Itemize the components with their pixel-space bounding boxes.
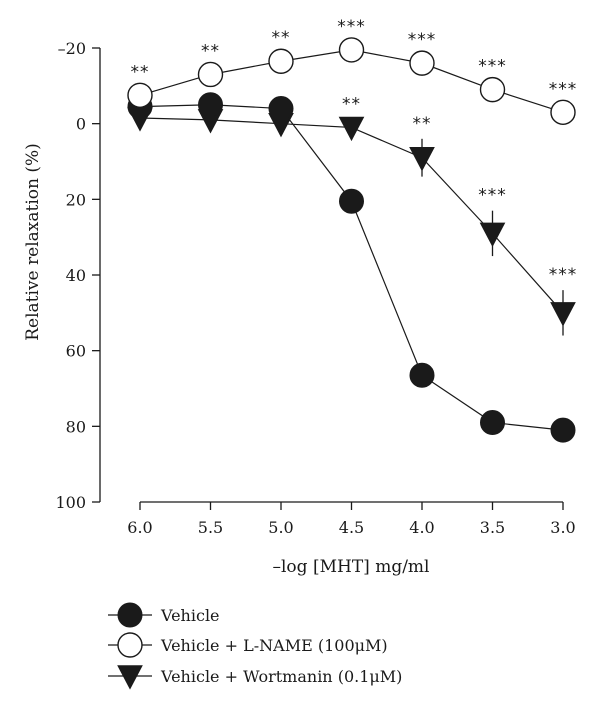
legend: Vehicle Vehicle + L-NAME (100μM) Vehicle +… — [108, 602, 402, 690]
x-tick-label: 4.0 — [409, 518, 434, 537]
data-point — [338, 116, 365, 142]
series-line — [139, 117, 564, 314]
legend-item-2: Vehicle + L-NAME (100μM) — [108, 632, 388, 658]
x-tick-label: 4.5 — [339, 518, 364, 537]
y-tick-label: 100 — [55, 493, 86, 512]
data-point — [268, 96, 294, 122]
data-point — [409, 50, 435, 76]
y-tick-label: 0 — [76, 115, 86, 134]
data-point — [479, 222, 506, 248]
x-tick-label: 6.0 — [127, 518, 152, 537]
legend-item-3: Vehicle + Wortmanin (0.1μM) — [108, 665, 402, 690]
legend-marker — [117, 665, 143, 690]
significance-label: *** — [337, 17, 366, 37]
data-point — [127, 82, 153, 108]
y-tick-label: 40 — [66, 266, 86, 285]
data-point — [479, 76, 506, 103]
legend-item-1: Vehicle — [108, 602, 220, 628]
legend-marker — [117, 632, 143, 658]
significance-label: ** — [413, 114, 432, 134]
significance-label: *** — [408, 30, 437, 50]
axes: –20 0 20 40 60 80 100 6.0 5.5 5.0 4.5 4.0 3.5 3.0 — [55, 39, 575, 537]
x-tick-label: 3.0 — [550, 518, 575, 537]
x-axis-label: –log [MHT] mg/ml — [273, 557, 430, 577]
data-point — [550, 417, 576, 443]
series-line — [139, 104, 564, 431]
significance-label: *** — [549, 265, 578, 285]
series-1 — [127, 92, 576, 443]
data-point — [550, 302, 576, 327]
legend-marker — [117, 602, 143, 628]
legend-label: Vehicle + Wortmanin (0.1μM) — [160, 667, 402, 686]
data-point — [197, 61, 224, 88]
y-tick-label: –20 — [58, 39, 86, 58]
y-tick-label: 20 — [66, 190, 86, 209]
data-point — [409, 147, 435, 172]
significance-label: ** — [272, 28, 291, 48]
data-point — [550, 99, 576, 126]
x-tick-label: 5.0 — [268, 518, 293, 537]
data-point — [339, 188, 364, 214]
significance-label: *** — [478, 186, 507, 206]
significance-label: *** — [549, 79, 578, 99]
series-2 — [127, 37, 576, 126]
y-axis-label: Relative relaxation (%) — [23, 143, 43, 341]
series-3 — [127, 107, 576, 336]
data-point — [198, 92, 223, 118]
significance-layer: **************************** — [131, 17, 578, 285]
significance-label: *** — [478, 57, 507, 77]
y-tick-label: 60 — [66, 342, 86, 361]
legend-label: Vehicle + L-NAME (100μM) — [160, 636, 388, 655]
data-point — [409, 362, 435, 388]
x-tick-label: 5.5 — [198, 518, 223, 537]
x-tick-label: 3.5 — [480, 518, 505, 537]
data-point — [480, 410, 505, 436]
significance-label: ** — [131, 62, 150, 82]
significance-label: ** — [201, 41, 220, 61]
y-tick-label: 80 — [66, 417, 86, 436]
legend-label: Vehicle — [160, 606, 220, 625]
data-point — [268, 48, 294, 74]
data-point — [338, 37, 365, 63]
significance-label: ** — [342, 94, 361, 114]
series-layer — [127, 37, 576, 443]
